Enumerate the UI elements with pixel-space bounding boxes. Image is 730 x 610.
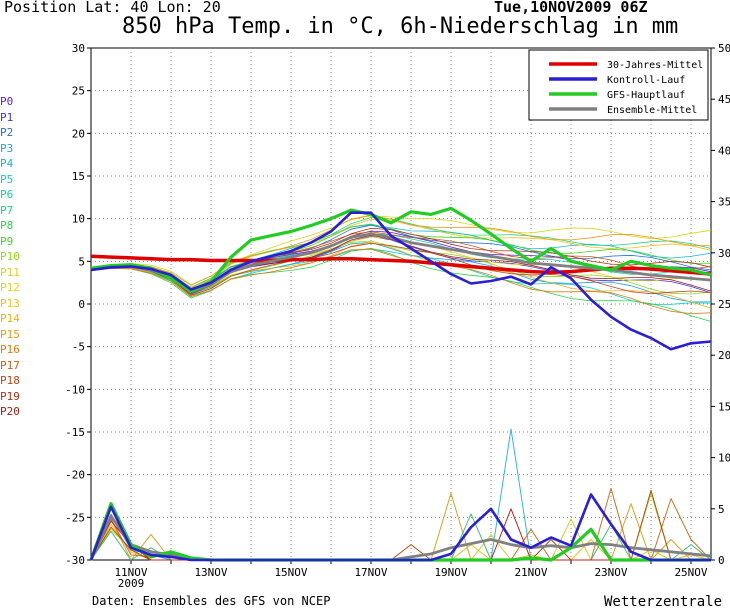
y-left-tick-label: 15 (72, 170, 85, 183)
precip-member-line (90, 513, 712, 561)
temp-member-line (90, 242, 712, 309)
x-tick-label: 11NOV (114, 566, 147, 579)
y-left-tick-label: -20 (65, 469, 85, 482)
y-left-tick-label: -30 (65, 554, 85, 567)
precip-member-line (90, 489, 711, 561)
temp-member-line (90, 214, 712, 286)
member-label-p19: P19 (0, 389, 20, 403)
member-label-p2: P2 (0, 126, 14, 139)
y-right-tick-label: 30 (718, 247, 730, 260)
x-tick-label: 21NOV (514, 566, 547, 579)
y-right-tick-label: 45 (718, 93, 730, 106)
y-left-tick-label: -25 (65, 511, 85, 524)
member-label-p8: P8 (0, 219, 14, 232)
legend-label: 30-Jahres-Mittel (607, 60, 703, 71)
member-label-p20: P20 (0, 405, 20, 418)
y-right-tick-label: 10 (718, 452, 730, 465)
member-label-p15: P15 (0, 327, 20, 341)
member-label-p6: P6 (0, 188, 14, 201)
y-left-tick-label: -5 (72, 341, 85, 354)
member-label-p4: P4 (0, 157, 14, 170)
data-source-note: Daten: Ensembles des GFS von NCEP (92, 594, 331, 608)
y-right-tick-label: 20 (718, 349, 730, 362)
y-left-tick-label: 25 (72, 85, 85, 98)
member-label-p0: P0 (0, 95, 14, 108)
member-label-p11: P11 (0, 265, 20, 279)
y-right-tick-label: 25 (718, 298, 730, 311)
precip-series-line (89, 514, 712, 562)
y-left-tick-label: 5 (78, 255, 85, 268)
y-left-tick-label: 10 (72, 213, 85, 226)
member-label-p13: P13 (0, 296, 20, 310)
y-right-tick-label: 40 (718, 144, 730, 157)
member-label-p16: P16 (0, 343, 20, 356)
member-label-p9: P9 (0, 234, 14, 248)
chart-title: 850 hPa Temp. in °C, 6h-Niederschlag in … (122, 14, 679, 39)
y-left-tick-label: -15 (65, 426, 85, 439)
y-right-tick-label: 0 (718, 554, 725, 567)
x-tick-label: 25NOV (674, 566, 707, 579)
x-tick-label: 15NOV (274, 566, 307, 579)
precip-member-line (90, 492, 711, 561)
brand-label: Wetterzentrale (604, 594, 723, 610)
y-left-tick-label: 0 (78, 298, 85, 311)
legend-label: GFS-Hauptlauf (607, 90, 685, 101)
member-label-p3: P3 (0, 141, 14, 155)
member-label-p12: P12 (0, 281, 20, 294)
x-tick-label: 23NOV (594, 566, 627, 579)
y-right-tick-label: 50 (718, 42, 730, 55)
member-label-p10: P10 (0, 250, 20, 263)
y-right-tick-label: 15 (718, 400, 730, 413)
y-right-tick-label: 35 (718, 196, 730, 209)
x-tick-label: 13NOV (194, 566, 227, 579)
member-label-p14: P14 (0, 312, 20, 325)
temp-member-line (90, 218, 712, 289)
run-timestamp: Tue,10NOV2009 06Z (494, 0, 648, 16)
temp-member-line (90, 215, 712, 286)
x-tick-label: 19NOV (434, 566, 467, 579)
member-label-p17: P17 (0, 358, 20, 372)
temp-member-line (90, 248, 712, 315)
temp-member-line (90, 242, 711, 303)
temp-series-line (90, 211, 712, 351)
member-label-p18: P18 (0, 374, 20, 387)
y-right-tick-label: 5 (718, 503, 725, 516)
legend-label: Kontroll-Lauf (607, 75, 685, 86)
y-left-tick-label: 20 (72, 127, 85, 140)
member-label-p7: P7 (0, 203, 14, 217)
temp-member-line (90, 248, 712, 305)
temp-member-line (90, 242, 712, 296)
member-label-p5: P5 (0, 172, 14, 186)
x-tick-label: 17NOV (354, 566, 387, 579)
precip-member-line (90, 487, 712, 561)
precip-member-line (90, 492, 711, 561)
y-left-tick-label: -10 (65, 383, 85, 396)
temp-member-line (90, 217, 712, 288)
precip-series-line (89, 493, 711, 562)
position-label: Position Lat: 40 Lon: 20 (4, 0, 221, 16)
y-left-tick-label: 30 (72, 42, 85, 55)
x-tick-label: 2009 (118, 577, 145, 590)
legend-label: Ensemble-Mittel (607, 105, 697, 116)
member-label-p1: P1 (0, 110, 14, 124)
